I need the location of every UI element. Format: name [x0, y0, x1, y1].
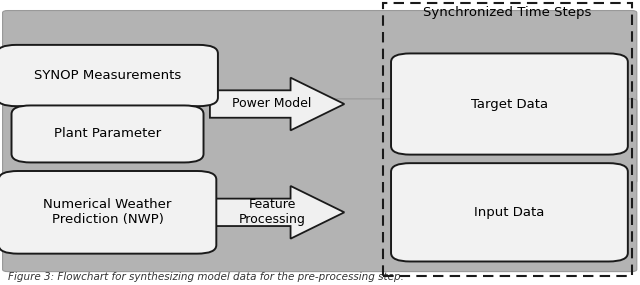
Text: SYNOP Measurements: SYNOP Measurements: [34, 69, 181, 82]
Text: Synchronized Time Steps: Synchronized Time Steps: [423, 6, 592, 19]
Text: Target Data: Target Data: [471, 97, 548, 111]
Text: Figure 3: Flowchart for synthesizing model data for the pre-processing step.: Figure 3: Flowchart for synthesizing mod…: [8, 272, 404, 282]
FancyBboxPatch shape: [391, 163, 628, 262]
FancyBboxPatch shape: [391, 54, 628, 154]
Polygon shape: [210, 78, 344, 131]
Text: Numerical Weather
Prediction (NWP): Numerical Weather Prediction (NWP): [44, 198, 172, 226]
FancyBboxPatch shape: [0, 45, 218, 106]
FancyBboxPatch shape: [3, 99, 637, 272]
Text: Plant Parameter: Plant Parameter: [54, 127, 161, 141]
FancyBboxPatch shape: [3, 11, 637, 183]
Text: Feature
Processing: Feature Processing: [239, 198, 305, 226]
Text: Input Data: Input Data: [474, 206, 545, 219]
Polygon shape: [210, 186, 344, 239]
FancyBboxPatch shape: [0, 171, 216, 254]
Text: Power Model: Power Model: [232, 97, 312, 110]
FancyBboxPatch shape: [12, 105, 204, 162]
